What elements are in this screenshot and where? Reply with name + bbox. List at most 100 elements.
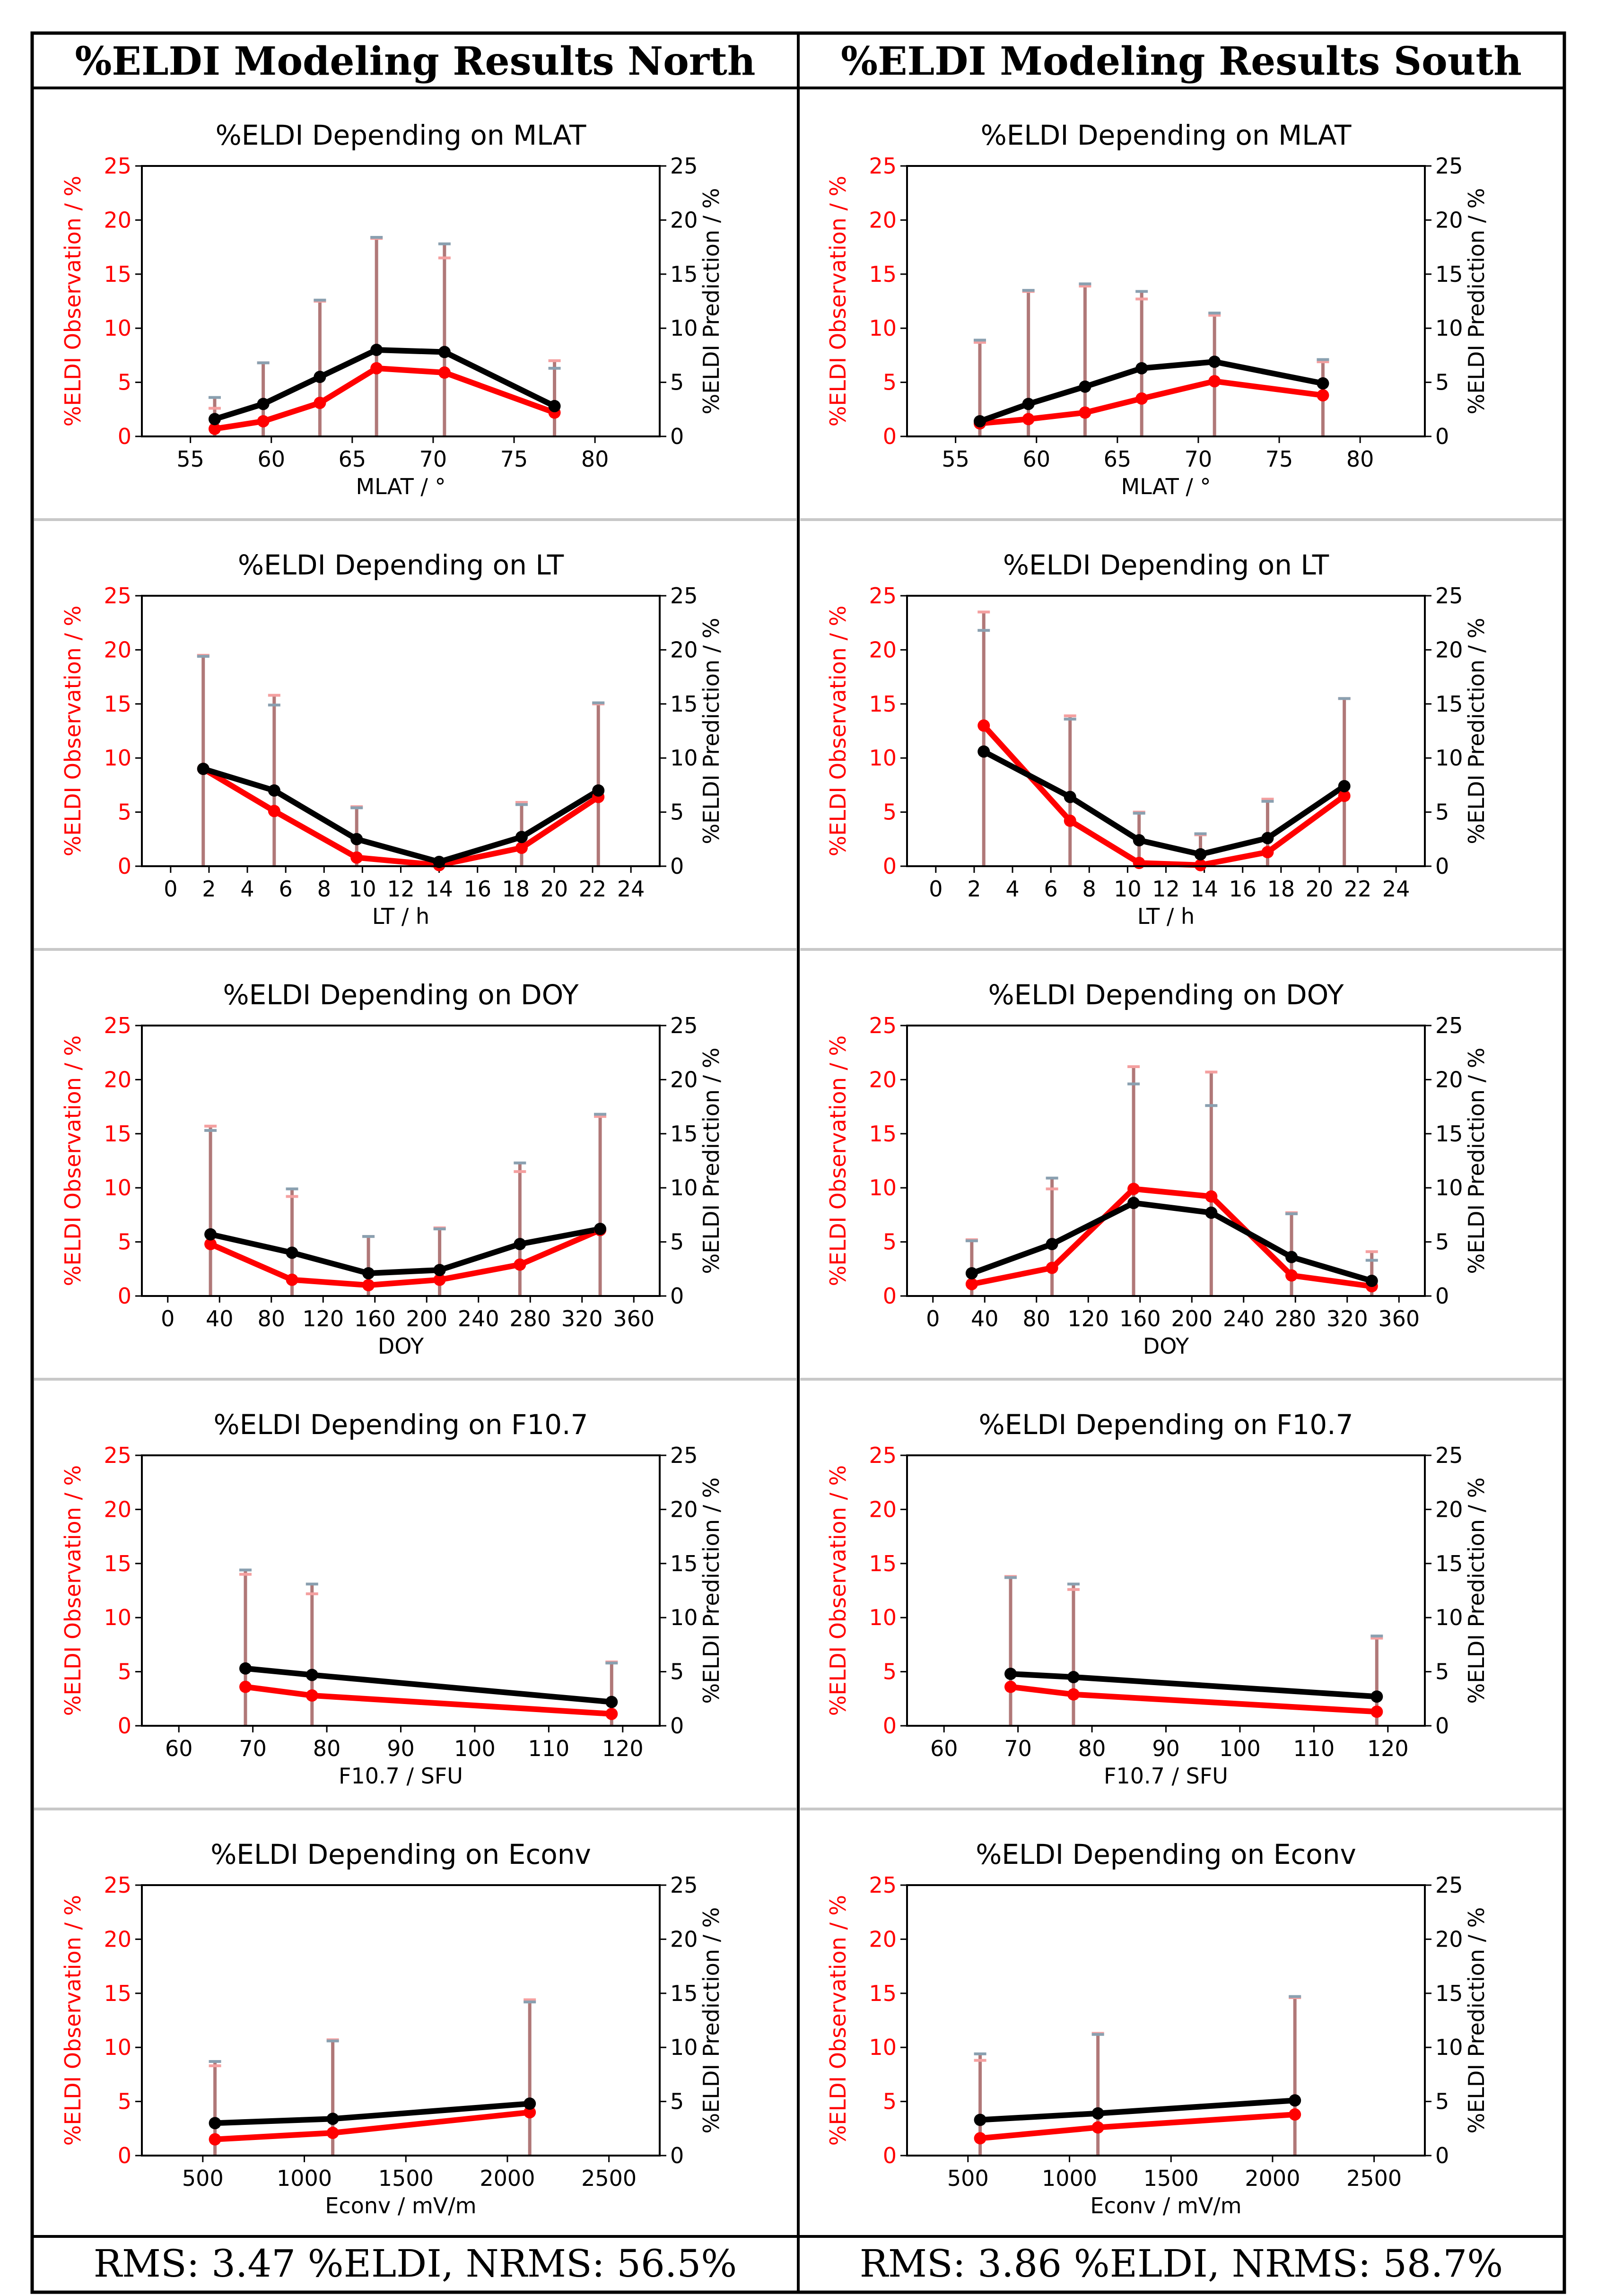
y-tick-label-left: 5 — [118, 1659, 131, 1685]
observation-point — [204, 1238, 217, 1251]
x-tick-label: 500 — [947, 2166, 989, 2191]
x-tick-label: 120 — [1067, 1306, 1109, 1331]
y-tick-label-right: 0 — [670, 424, 684, 449]
observation-point — [326, 2126, 339, 2139]
plot-frame — [141, 1454, 661, 1727]
x-axis-label: LT / h — [1137, 904, 1195, 929]
x-tick-label: 22 — [1344, 876, 1372, 902]
prediction-point — [515, 831, 528, 844]
x-tick-label: 80 — [1346, 446, 1374, 472]
prediction-point — [433, 855, 445, 868]
prediction-point — [286, 1246, 298, 1259]
plot-frame — [906, 595, 1426, 867]
observation-point — [1067, 1688, 1080, 1701]
prediction-point — [1135, 362, 1148, 374]
y-tick-label-left: 0 — [118, 424, 131, 449]
y-tick-label-right: 10 — [1435, 1605, 1463, 1630]
y-tick-label-left: 0 — [883, 1713, 897, 1739]
x-tick-label: 70 — [1004, 1736, 1032, 1761]
y-tick-label-right: 10 — [670, 2035, 698, 2060]
prediction-point — [1091, 2107, 1104, 2120]
y-axis-label-left: %ELDI Observation / % — [825, 1895, 851, 2146]
prediction-point — [1338, 780, 1351, 792]
x-tick-label: 70 — [419, 446, 447, 472]
prediction-point — [433, 1264, 446, 1277]
prediction-point — [1046, 1238, 1058, 1251]
x-tick-label: 16 — [1229, 876, 1257, 902]
observation-point — [1289, 2108, 1301, 2121]
prediction-point — [1079, 380, 1091, 393]
y-tick-label-left: 25 — [869, 1872, 897, 1898]
x-tick-label: 360 — [613, 1306, 655, 1331]
y-tick-label-right: 20 — [1435, 1926, 1463, 1952]
prediction-point — [1067, 1671, 1080, 1684]
y-tick-label-left: 0 — [118, 853, 131, 879]
y-tick-label-left: 0 — [883, 2143, 897, 2168]
x-axis-label: DOY — [1143, 1333, 1189, 1359]
x-tick-label: 80 — [313, 1736, 341, 1761]
y-tick-label-right: 15 — [670, 1551, 698, 1576]
y-tick-label-right: 15 — [670, 1981, 698, 2006]
x-tick-label: 55 — [942, 446, 969, 472]
y-tick-label-right: 10 — [670, 1605, 698, 1630]
y-tick-label-right: 20 — [670, 1067, 698, 1092]
y-tick-label-left: 15 — [104, 1551, 131, 1576]
observation-point — [1022, 413, 1035, 426]
y-tick-label-right: 25 — [1435, 1443, 1463, 1468]
prediction-point — [1205, 1206, 1218, 1219]
y-tick-label-right: 25 — [670, 153, 698, 179]
prediction-point — [1127, 1197, 1140, 1209]
observation-point — [1135, 392, 1148, 405]
x-tick-label: 22 — [579, 876, 607, 902]
prediction-point — [973, 415, 986, 427]
observation-line — [209, 1227, 602, 1288]
observation-point — [1370, 1705, 1383, 1718]
x-axis-label: Econv / mV/m — [1090, 2193, 1241, 2218]
prediction-point — [1289, 2094, 1301, 2107]
observation-point — [1317, 389, 1329, 402]
x-tick-label: 24 — [617, 876, 645, 902]
prediction-point — [197, 763, 209, 775]
y-axis-label-right: %ELDI Prediction / % — [1464, 1478, 1489, 1704]
observation-point — [977, 719, 990, 732]
prediction-point — [1064, 791, 1076, 803]
prediction-point — [204, 1228, 217, 1241]
y-tick-label-right: 0 — [670, 1713, 684, 1739]
chart-title: %ELDI Depending on DOY — [988, 979, 1344, 1011]
y-tick-label-left: 15 — [869, 1551, 897, 1576]
y-tick-label-right: 20 — [1435, 1496, 1463, 1522]
y-tick-label-left: 0 — [883, 853, 897, 879]
chart-north-f107: %ELDI Depending on F10.760 70 80 90 100 110 12… — [60, 1409, 724, 1789]
observation-line — [214, 365, 556, 432]
y-tick-label-left: 5 — [883, 1229, 897, 1255]
observation-point — [314, 397, 326, 409]
x-tick-label: 2 — [202, 876, 216, 902]
observation-point — [433, 1273, 446, 1286]
y-tick-label-left: 20 — [104, 1067, 131, 1092]
prediction-point — [548, 400, 561, 412]
y-tick-label-right: 25 — [670, 1872, 698, 1898]
x-tick-label: 0 — [161, 1306, 175, 1331]
y-tick-label-left: 25 — [104, 1443, 131, 1468]
x-tick-label: 10 — [1114, 876, 1142, 902]
prediction-point — [239, 1662, 252, 1675]
x-tick-label: 100 — [454, 1736, 496, 1761]
x-tick-label: 60 — [165, 1736, 193, 1761]
x-tick-label: 60 — [257, 446, 285, 472]
x-tick-label: 75 — [500, 446, 528, 472]
y-axis-label-right: %ELDI Prediction / % — [1464, 188, 1489, 415]
y-tick-label-left: 15 — [869, 261, 897, 287]
prediction-point — [1285, 1251, 1298, 1263]
y-tick-label-right: 15 — [1435, 1121, 1463, 1147]
y-tick-label-left: 25 — [104, 153, 131, 179]
y-tick-label-right: 15 — [1435, 691, 1463, 717]
observation-point — [305, 1689, 318, 1702]
y-axis-label-right: %ELDI Prediction / % — [1464, 1907, 1489, 2134]
y-tick-label-left: 20 — [869, 637, 897, 662]
y-tick-label-right: 5 — [1435, 800, 1449, 825]
y-tick-label-right: 25 — [670, 583, 698, 609]
